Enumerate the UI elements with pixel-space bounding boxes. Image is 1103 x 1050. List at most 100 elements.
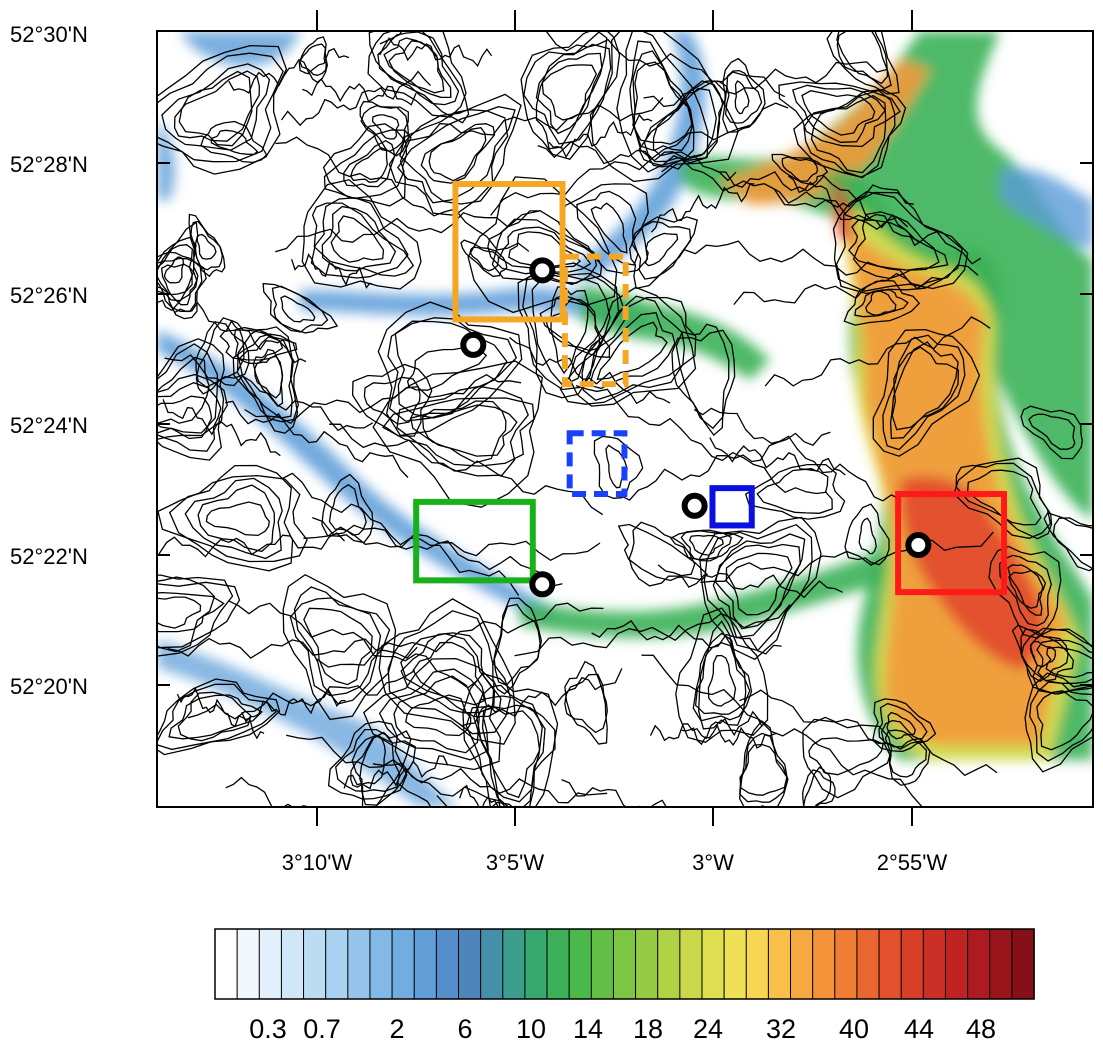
contour-line: [168, 464, 294, 572]
contour-line: [328, 484, 367, 536]
colorbar-segment: [878, 928, 902, 1000]
contour-line: [310, 197, 409, 279]
contour-line: [286, 734, 507, 807]
contour-line: [200, 120, 268, 164]
contour-line: [638, 80, 728, 167]
marker-orange-box-site: [529, 257, 556, 284]
contour-line: [168, 694, 263, 740]
contour-line: [343, 139, 396, 188]
contour-line: [195, 321, 250, 388]
colorbar-segment: [369, 928, 393, 1000]
contour-line: [764, 316, 991, 387]
contour-line: [629, 216, 698, 290]
contour-line: [469, 246, 500, 272]
contour-line: [475, 684, 543, 807]
orange-solid-box: [452, 181, 566, 323]
contour-line: [393, 675, 480, 754]
colorbar-segment: [657, 928, 681, 1000]
contour-line: [228, 47, 350, 94]
contour-line: [428, 126, 487, 182]
contour-line: [168, 300, 307, 364]
contour-line: [350, 734, 386, 788]
contour-line: [810, 94, 887, 174]
contour-line: [282, 472, 520, 596]
contour-line: [157, 591, 225, 633]
blue-dashed-box: [566, 430, 628, 498]
contour-line: [593, 435, 644, 499]
plot-frame: [156, 30, 1094, 808]
contour-line: [330, 215, 385, 263]
contour-line: [1029, 628, 1093, 695]
contour-line: [275, 136, 530, 252]
contour-line: [802, 769, 836, 807]
contour-line: [387, 610, 512, 735]
contour-line: [490, 102, 789, 216]
colorbar-tick-label: 10: [516, 1014, 546, 1044]
contour-line: [459, 784, 518, 807]
contour-line: [232, 333, 300, 423]
contour-line: [576, 190, 639, 266]
colorbar-segment: [391, 928, 415, 1000]
contour-line: [184, 477, 283, 560]
contour-line: [514, 604, 791, 657]
colorbar-tick-label: 48: [966, 1014, 996, 1044]
contour-line: [157, 381, 222, 452]
contour-line: [491, 210, 598, 284]
contour-line: [360, 105, 409, 152]
contour-line: [1020, 405, 1083, 460]
contour-line: [628, 521, 696, 587]
contour-line: [1052, 517, 1093, 572]
longitude-labels: 3°10'W 3°5'W 3°W 2°55'W: [282, 850, 948, 875]
contour-line: [465, 704, 556, 803]
contour-line: [225, 400, 409, 478]
contour-lines: [157, 31, 1093, 807]
contour-line: [836, 31, 889, 85]
red-solid-box: [895, 491, 1008, 596]
contour-line: [643, 80, 724, 163]
site-markers: [460, 257, 932, 598]
contour-line: [589, 31, 740, 183]
contour-line: [275, 210, 541, 253]
contour-line: [157, 52, 284, 163]
contour-line: [744, 463, 846, 520]
contour-line: [396, 106, 516, 204]
contour-line: [564, 673, 608, 734]
colorbar-segment: [280, 928, 305, 1000]
colorbar-tick-label: 2: [389, 1014, 404, 1044]
contour-line: [462, 672, 559, 807]
lon-label: 2°55'W: [877, 850, 948, 875]
colorbar-segment: [413, 928, 438, 1000]
contour-line: [173, 70, 260, 142]
contour-line: [205, 501, 270, 537]
contour-line: [836, 31, 892, 90]
blue-solid-box: [709, 485, 755, 529]
contour-line: [568, 286, 697, 407]
lat-label: 52°26'N: [10, 283, 88, 308]
lon-label: 3°W: [692, 850, 734, 875]
contour-line: [311, 202, 415, 277]
colorbar-segment: [701, 928, 725, 1000]
contour-line: [734, 80, 750, 115]
contour-line: [157, 221, 199, 312]
colorbar-segment: [435, 928, 460, 1000]
contour-line: [792, 84, 887, 143]
contour-line: [564, 660, 608, 745]
contour-line: [531, 275, 611, 387]
contour-line: [617, 523, 709, 582]
contour-line: [195, 317, 245, 395]
contour-line: [596, 321, 668, 381]
contour-line: [368, 31, 470, 124]
colorbar-tick-label: 0.3: [249, 1014, 287, 1044]
contour-line: [641, 654, 924, 807]
contour-line: [548, 113, 653, 159]
contour-line: [801, 90, 876, 136]
contour-line: [872, 328, 981, 457]
colorbar-tick-label: 44: [904, 1014, 934, 1044]
contour-line: [197, 484, 276, 553]
contour-line: [1020, 628, 1069, 683]
contour-line: [882, 334, 966, 451]
colorbar-tick-label: 0.7: [303, 1014, 341, 1044]
contour-line: [302, 78, 417, 106]
contour-line: [157, 576, 216, 653]
contour-line: [843, 279, 921, 326]
